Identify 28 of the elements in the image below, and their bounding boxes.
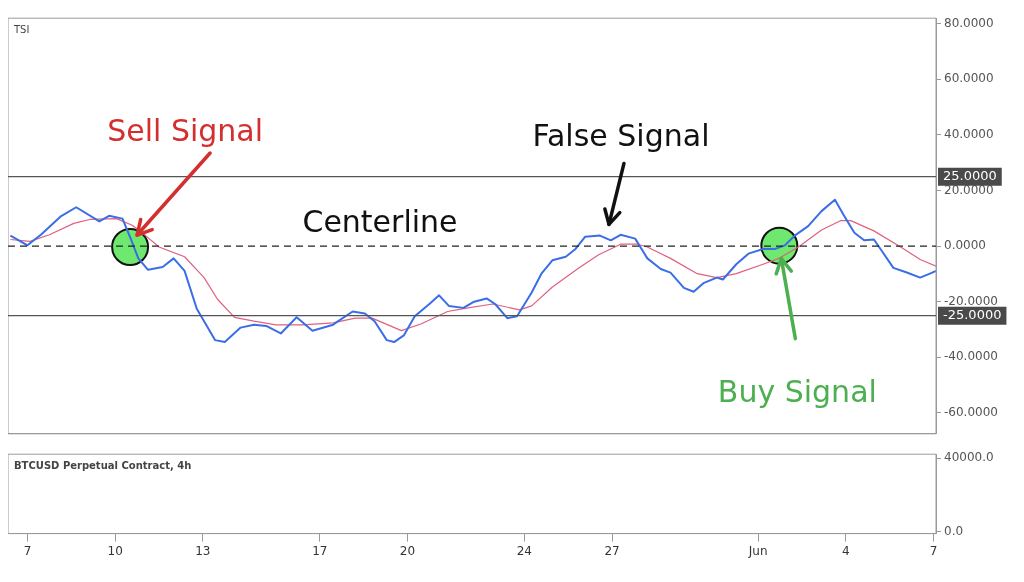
annotation: Buy Signal bbox=[717, 374, 877, 410]
annotation: False Signal bbox=[532, 118, 710, 154]
y-tick-label: -40.0000 bbox=[944, 349, 998, 364]
x-tick-label: 7 bbox=[929, 543, 938, 558]
annotation: Centerline bbox=[302, 203, 458, 239]
x-tick-label: 10 bbox=[107, 543, 123, 558]
annotation: Sell Signal bbox=[107, 112, 264, 148]
text: TSI bbox=[13, 23, 30, 35]
y-tick-label: 40.0000 bbox=[944, 127, 994, 142]
y-tick-label: -20.0000 bbox=[944, 293, 998, 308]
y-tick-label: -60.0000 bbox=[944, 405, 998, 420]
text: BTCUSD Perpetual Contract, 4h bbox=[14, 459, 192, 471]
x-tick-label: 7 bbox=[23, 543, 32, 558]
ref-line-label: 25.0000 bbox=[943, 168, 997, 184]
x-tick-label: 13 bbox=[195, 543, 211, 558]
y-tick-label: 40000.0 bbox=[944, 450, 994, 465]
y-tick-label: 0.0000 bbox=[944, 238, 986, 253]
x-tick-label: 4 bbox=[842, 543, 850, 558]
y-tick-label: 0.0 bbox=[944, 523, 964, 538]
x-tick-label: 27 bbox=[604, 543, 620, 558]
x-tick-label: Jun bbox=[747, 543, 768, 558]
x-tick-label: 24 bbox=[516, 543, 533, 558]
ref-line-label: -25.0000 bbox=[943, 307, 1002, 323]
y-tick-label: 80.0000 bbox=[944, 15, 994, 30]
x-tick-label: 20 bbox=[399, 543, 416, 558]
y-tick-label: 20.0000 bbox=[944, 182, 994, 197]
x-tick-label: 17 bbox=[312, 543, 328, 558]
y-tick-label: 60.0000 bbox=[944, 71, 994, 86]
